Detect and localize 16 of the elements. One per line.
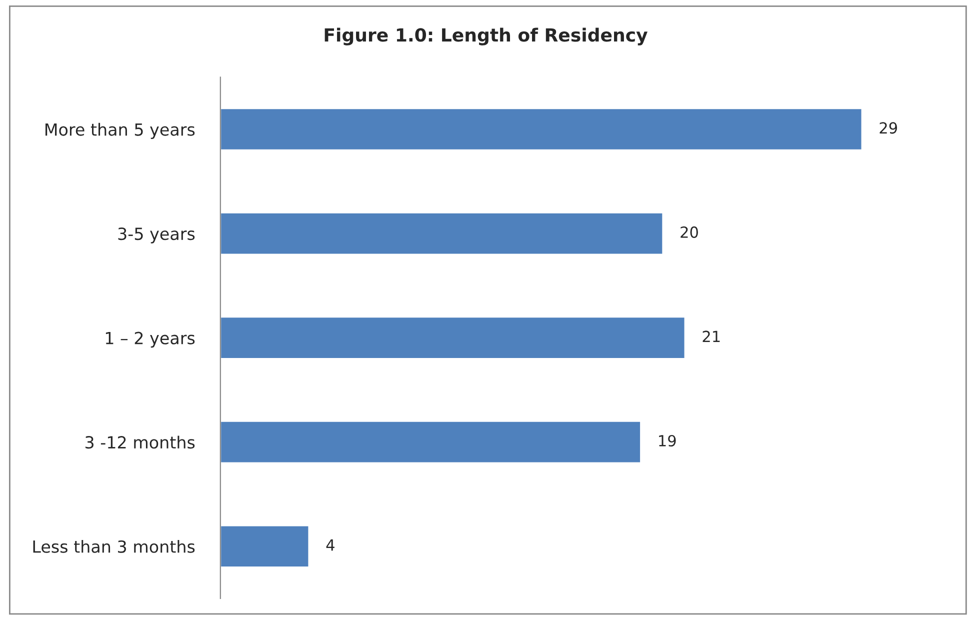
y-tick-label: Less than 3 months <box>33 540 195 553</box>
data-label: 21 <box>702 330 720 342</box>
data-label: 20 <box>680 226 698 238</box>
bar <box>220 420 642 464</box>
chart-title: Figure 1.0: Length of Residency <box>324 28 648 46</box>
bar <box>220 212 664 256</box>
data-label: 29 <box>880 122 898 134</box>
y-tick-label: More than 5 years <box>46 122 195 140</box>
y-tick-label: 1 – 2 years <box>106 332 195 348</box>
y-tick-label: 3 -12 months <box>85 436 195 449</box>
data-label: 4 <box>326 539 334 551</box>
y-tick-label: 3-5 years <box>118 227 195 244</box>
bar <box>220 108 863 151</box>
bar <box>220 524 310 568</box>
data-label: 19 <box>659 434 676 447</box>
bar <box>220 316 686 360</box>
